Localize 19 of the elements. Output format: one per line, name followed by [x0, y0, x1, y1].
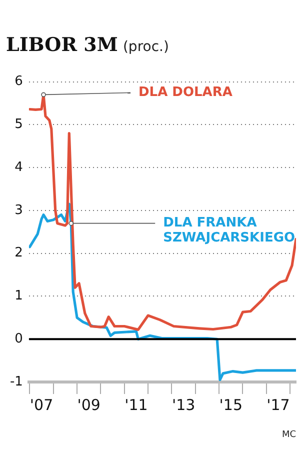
text: MC: [282, 430, 296, 440]
x-tick-label: '13: [172, 396, 196, 414]
chart-title: LIBOR 3M: [6, 34, 118, 56]
y-tick-label: 2: [14, 246, 23, 261]
x-tick-label: '15: [219, 396, 243, 414]
text: DLA DOLARA: [138, 85, 232, 100]
y-tick-label: 0: [14, 331, 23, 346]
x-tick-label: '17: [266, 396, 290, 414]
x-tick-label: '11: [124, 396, 148, 414]
x-tick-label: '07: [30, 396, 54, 414]
chart-subtitle: (proc.): [122, 39, 169, 55]
y-tick-label: 1: [14, 288, 23, 304]
y-tick-label: 5: [14, 117, 23, 132]
y-tick-label: -1: [10, 374, 23, 390]
y-tick-label: 6: [14, 74, 23, 90]
y-tick-label: 4: [14, 160, 23, 175]
x-tick-label: '09: [77, 396, 100, 414]
text: DLA FRANKA SZWAJCARSKIEGO: [163, 216, 296, 246]
y-tick-label: 3: [14, 202, 23, 218]
